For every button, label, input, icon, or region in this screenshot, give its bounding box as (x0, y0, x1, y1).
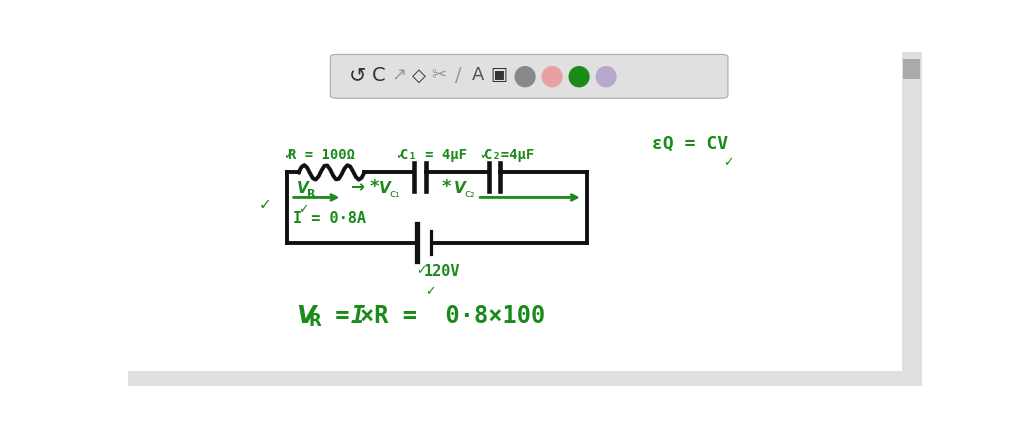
Text: ▣: ▣ (490, 66, 507, 85)
Text: V: V (297, 181, 309, 196)
FancyBboxPatch shape (331, 54, 728, 98)
Text: V: V (296, 304, 315, 328)
Text: *: * (441, 178, 451, 196)
Text: ●: ● (513, 62, 537, 89)
Text: →: → (350, 178, 365, 196)
Text: C₂=4μF: C₂=4μF (483, 148, 534, 162)
Text: ✂: ✂ (431, 66, 446, 85)
Text: ×R =  0·8×100: ×R = 0·8×100 (359, 304, 545, 328)
Text: V: V (455, 181, 466, 196)
Text: R = 100Ω: R = 100Ω (289, 148, 355, 162)
Text: *: * (370, 178, 380, 196)
Text: ✓: ✓ (395, 149, 406, 162)
Text: c₁: c₁ (389, 189, 399, 199)
Text: ↗: ↗ (391, 66, 407, 85)
Text: /: / (455, 66, 462, 85)
Bar (902, 52, 922, 386)
Text: ✓: ✓ (284, 149, 294, 162)
Text: I: I (350, 304, 365, 328)
Text: C: C (372, 66, 386, 85)
Text: ●: ● (540, 62, 564, 89)
Text: ✓: ✓ (723, 156, 734, 169)
Text: ✓: ✓ (479, 149, 489, 162)
Text: ●: ● (566, 62, 591, 89)
Text: R: R (309, 312, 322, 330)
Text: A: A (472, 66, 484, 85)
Bar (128, 371, 902, 386)
Text: ↺: ↺ (348, 66, 367, 85)
Bar (903, 59, 920, 79)
Text: I = 0·8A: I = 0·8A (293, 211, 366, 226)
Text: ✓: ✓ (259, 197, 271, 212)
Text: ✓: ✓ (299, 203, 309, 216)
Text: 120V: 120V (424, 264, 461, 279)
Text: ◇: ◇ (412, 66, 425, 85)
Text: εQ = CV: εQ = CV (652, 135, 728, 152)
Text: ●: ● (594, 62, 617, 89)
Text: ✓: ✓ (426, 285, 436, 298)
Text: C₁ = 4μF: C₁ = 4μF (400, 148, 467, 162)
Text: V: V (379, 181, 390, 196)
Text: ✓: ✓ (416, 265, 427, 278)
Text: c₂: c₂ (465, 189, 475, 199)
Text: R: R (307, 189, 315, 199)
Text: =: = (321, 304, 364, 328)
